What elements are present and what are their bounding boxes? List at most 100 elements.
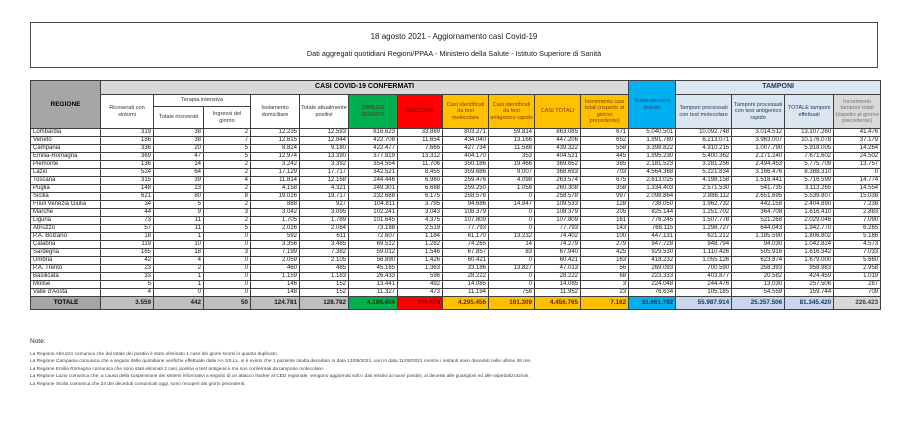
cell-persone-testate: 929.530 [628, 248, 677, 257]
cell-tamponi-antigenico: 442.158 [731, 200, 786, 209]
cell-persone-testate: 768.115 [628, 224, 677, 233]
cell-incremento-casi: 558 [579, 144, 630, 153]
cell-ricoverati: 621 [100, 192, 154, 201]
cell-persone-testate: 224.048 [628, 280, 677, 289]
cell-isolamento: 12.615 [250, 136, 300, 145]
cell-tamponi-molecolare: 1.055.126 [675, 256, 733, 265]
cell-tamponi-antigenico: 364.708 [731, 208, 786, 217]
cell-incremento-tamponi: 14.264 [833, 144, 882, 153]
cell-isolamento: 592 [250, 232, 300, 241]
cell-incremento-tamponi: 226.423 [833, 296, 882, 310]
cell-tamponi-molecolare: 948.794 [675, 240, 733, 249]
cell-tamponi-antigenico: 541.735 [731, 184, 786, 193]
cell-casi-antigenico: 11.588 [488, 144, 535, 153]
cell-positivi: 927 [299, 200, 349, 209]
cell-ti-totale: 11 [153, 224, 204, 233]
cell-tamponi-antigenico: 521.268 [731, 216, 786, 225]
cell-incremento-tamponi: 13.757 [833, 160, 882, 169]
cell-casi-antigenico: 59.814 [488, 128, 535, 137]
cell-ti-totale: 20 [153, 144, 204, 153]
cell-persone-testate: 738.050 [628, 200, 677, 209]
cell-casi-molecolare: 359.686 [442, 168, 489, 177]
cell-persone-testate: 76.634 [628, 288, 677, 297]
cell-ti-ingressi: 2 [203, 128, 251, 137]
cell-casi-antigenico: 9.007 [488, 168, 535, 177]
cell-ti-ingressi: 0 [203, 256, 251, 265]
cell-casi-antigenico: 14 [488, 240, 535, 249]
cell-casi-molecolare: 350.186 [442, 160, 489, 169]
cell-deceduti: 492 [397, 280, 443, 289]
region-name: Sardegna [30, 248, 101, 257]
region-name: Calabria [30, 240, 101, 249]
header-isolamento: Isolamento domiciliare [250, 94, 300, 129]
cell-tamponi-totali: 1.616.410 [784, 208, 835, 217]
table-row: Campania 336 20 5 8.824 9.180 422.477 7.665 427.… [30, 144, 882, 153]
note-line: La Regione Abruzzo comunica che dal tota… [30, 352, 278, 357]
cell-casi-totali: 4.456.765 [534, 296, 581, 310]
report-title: 18 agosto 2021 - Aggiornamento casi Covi… [370, 32, 538, 41]
cell-tamponi-totali: 424.459 [784, 272, 835, 281]
cell-incremento-tamponi: 5.166 [833, 232, 882, 241]
cell-tamponi-molecolare: 4.910.215 [675, 144, 733, 153]
cell-casi-totali: 263.574 [534, 176, 581, 185]
cell-persone-testate: 1.334.403 [628, 184, 677, 193]
cell-persone-testate: 447.131 [628, 232, 677, 241]
table-row: Abruzzo 57 11 5 2.016 2.084 73.188 2.519 77.793 0… [30, 224, 882, 233]
cell-casi-antigenico: 83 [488, 248, 535, 257]
cell-isolamento: 8.824 [250, 144, 300, 153]
region-name: Campania [30, 144, 101, 153]
cell-casi-totali: 439.322 [534, 144, 581, 153]
cell-deceduti: 6.175 [397, 192, 443, 201]
cell-casi-totali: 67.940 [534, 248, 581, 257]
header-casi-totali: CASI TOTALI [534, 94, 581, 129]
cell-casi-totali: 109.533 [534, 200, 581, 209]
cell-casi-antigenico: 13.827 [488, 264, 535, 273]
cell-tamponi-molecolare: 244.476 [675, 280, 733, 289]
cell-positivi: 17.717 [299, 168, 349, 177]
cell-incremento-tamponi: 0 [833, 168, 882, 177]
cell-ti-totale: 1 [153, 272, 204, 281]
header-terapia-intensiva: Terapia intensiva [153, 94, 251, 107]
cell-tamponi-molecolare: 55.987.914 [675, 296, 733, 310]
cell-ti-ingressi: 2 [203, 160, 251, 169]
cell-casi-totali: 258.578 [534, 192, 581, 201]
cell-ti-totale: 47 [153, 152, 204, 161]
region-name: Abruzzo [30, 224, 101, 233]
cell-casi-totali: 74.279 [534, 240, 581, 249]
cell-incremento-casi: 161 [579, 216, 630, 225]
cell-incremento-tamponi: 7.090 [833, 216, 882, 225]
cell-positivi: 485 [299, 264, 349, 273]
cell-tamponi-totali: 958.983 [784, 264, 835, 273]
cell-incremento-tamponi: 15.038 [833, 192, 882, 201]
cell-positivi: 9.180 [299, 144, 349, 153]
cell-tamponi-molecolare: 700.590 [675, 264, 733, 273]
cell-tamponi-totali: 5.716.599 [784, 176, 835, 185]
region-name: Emilia-Romagna [30, 152, 101, 161]
cell-deceduti: 596 [397, 272, 443, 281]
cell-ricoverati: 42 [100, 256, 154, 265]
cell-ricoverati: 119 [100, 240, 154, 249]
notes-list: La Regione Abruzzo comunica che dal tota… [30, 351, 876, 388]
cell-persone-testate: 2.098.864 [628, 192, 677, 201]
cell-ricoverati: 73 [100, 216, 154, 225]
cell-ti-ingressi: 0 [203, 264, 251, 273]
cell-incremento-tamponi: 287 [833, 280, 882, 289]
cell-casi-molecolare: 427.734 [442, 144, 489, 153]
region-name: P.A. Trento [30, 264, 101, 273]
cell-tamponi-molecolare: 403.877 [675, 272, 733, 281]
cell-isolamento: 12.235 [250, 128, 300, 137]
cell-persone-testate: 2.181.523 [628, 160, 677, 169]
cell-tamponi-totali: 8.388.310 [784, 168, 835, 177]
cell-incremento-tamponi: 2.958 [833, 264, 882, 273]
header-incremento-casi: Incremento casi totali (rispetto al gior… [579, 94, 630, 129]
table-row: P.A. Trento 23 2 0 460 485 45.165 1.363 33.186 13… [30, 264, 882, 273]
cell-ti-totale: 39 [153, 176, 204, 185]
cell-incremento-tamponi: 24.502 [833, 152, 882, 161]
cell-casi-antigenico: 0 [488, 216, 535, 225]
cell-incremento-tamponi: 2.883 [833, 208, 882, 217]
cell-deceduti: 1.282 [397, 240, 443, 249]
cell-tamponi-totali: 3.113.265 [784, 184, 835, 193]
cell-tamponi-totali: 1.616.342 [784, 248, 835, 257]
cell-incremento-casi: 425 [579, 248, 630, 257]
